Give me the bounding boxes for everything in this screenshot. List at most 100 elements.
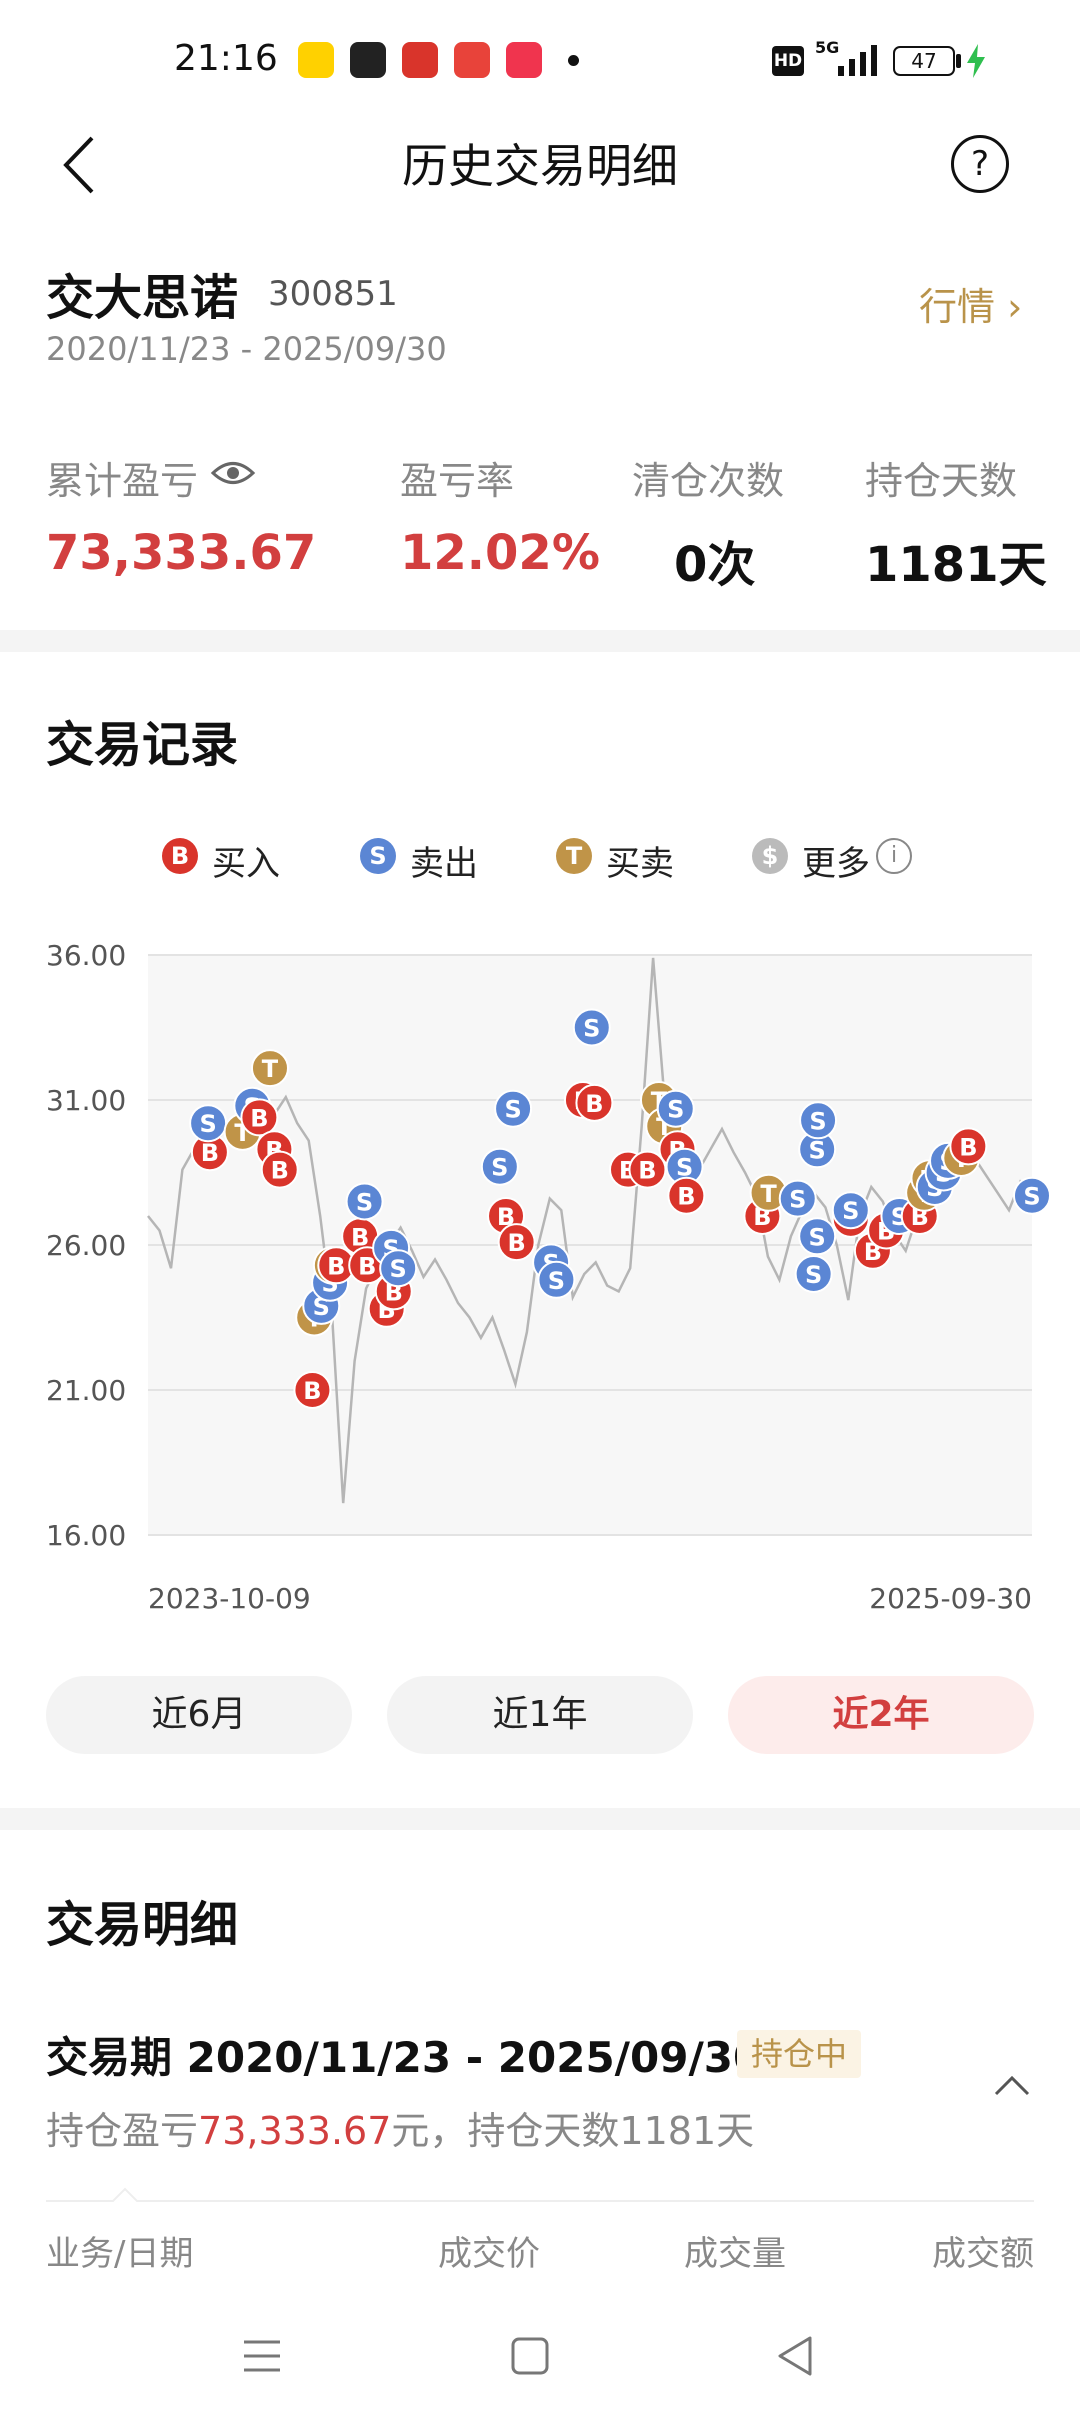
- range-6-months-button[interactable]: 近6月: [46, 1676, 352, 1754]
- trade-marker-label: S: [504, 1096, 521, 1124]
- stock-name: 交大思诺: [46, 270, 239, 326]
- holding-date-range: 2020/11/23 - 2025/09/30: [46, 330, 447, 368]
- trade-marker: [250, 1049, 289, 1088]
- help-icon[interactable]: ?: [951, 135, 1009, 193]
- trade-marker: [799, 1101, 838, 1140]
- trade-marker: [293, 1371, 332, 1409]
- sell-icon: S: [360, 838, 396, 874]
- back-icon[interactable]: [56, 130, 100, 200]
- trade-marker-label: S: [390, 1255, 407, 1283]
- section-divider: [0, 1808, 1080, 1830]
- y-tick-label: 26.00: [46, 1229, 126, 1262]
- trade-marker-label: T: [760, 1180, 777, 1208]
- pnl-rate-label: 盈亏率: [400, 459, 515, 503]
- range-1-year-button[interactable]: 近1年: [387, 1676, 693, 1754]
- cumulative-pnl-label: 累计盈亏: [46, 459, 199, 503]
- charging-icon: [967, 44, 985, 78]
- trade-marker-label: T: [262, 1055, 279, 1083]
- trade-marker-label: B: [677, 1183, 695, 1211]
- trade-marker: [667, 1176, 706, 1215]
- summary-profit: 73,333.67: [198, 2109, 392, 2153]
- trade-marker-label: B: [507, 1229, 525, 1257]
- network-type: 5G: [815, 38, 840, 57]
- stock-code: 300851: [268, 274, 398, 314]
- battery-cap: [956, 54, 961, 68]
- trade-marker-label: S: [809, 1107, 826, 1135]
- trade-marker-label: B: [201, 1139, 219, 1167]
- range-2-years-button[interactable]: 近2年: [728, 1676, 1034, 1754]
- trade-marker-label: S: [805, 1261, 822, 1289]
- trade-marker-label: S: [548, 1267, 565, 1295]
- trade-marker-label: B: [327, 1252, 345, 1280]
- trade-marker-label: B: [358, 1252, 376, 1280]
- trade-marker-label: S: [789, 1186, 806, 1214]
- trade-marker: [240, 1098, 279, 1137]
- column-header-price: 成交价: [438, 2234, 540, 2274]
- x-tick-label-end: 2025-09-30: [869, 1582, 1032, 1615]
- more-notifications-dot: [568, 55, 579, 66]
- battery-icon: 47: [893, 46, 955, 76]
- period-summary: 持仓盈亏73,333.67元，持仓天数1181天: [46, 2100, 754, 2155]
- signal-icon: [838, 45, 877, 76]
- column-header-volume: 成交量: [684, 2234, 786, 2274]
- clearance-count-value: 0次: [674, 537, 756, 593]
- trade-marker: [949, 1127, 988, 1166]
- table-notch: [112, 2187, 138, 2202]
- trade-marker: [494, 1089, 533, 1128]
- trade-marker-label: S: [199, 1110, 216, 1138]
- trade-marker: [831, 1191, 870, 1230]
- legend-buy-label: 买入: [212, 844, 280, 884]
- wechat-app-icon: [350, 42, 386, 78]
- chevron-up-icon[interactable]: [992, 2070, 1032, 2100]
- trade-marker: [798, 1217, 837, 1256]
- holding-days-value: 1181天: [865, 537, 1047, 593]
- trade-marker: [575, 1083, 614, 1122]
- trade-marker: [656, 1089, 695, 1128]
- dividend-icon: $: [752, 838, 788, 874]
- red-app-icon: [454, 42, 490, 78]
- summary-prefix: 持仓盈亏: [46, 2109, 199, 2153]
- hd-badge: HD: [772, 46, 804, 76]
- status-bar: 21:16 HD 5G 47: [0, 0, 1080, 120]
- page-title: 历史交易明细: [402, 139, 678, 193]
- y-tick-label: 31.00: [46, 1084, 126, 1117]
- status-badge: 持仓中: [737, 2030, 862, 2078]
- trade-marker-label: B: [351, 1223, 369, 1251]
- trade-marker-label: B: [497, 1203, 515, 1231]
- meituan-app-icon: [298, 42, 334, 78]
- clearance-count-label: 清仓次数: [632, 459, 785, 503]
- eye-icon[interactable]: [210, 454, 256, 492]
- trade-marker: [497, 1223, 536, 1262]
- y-tick-label: 36.00: [46, 939, 126, 972]
- trade-marker-label: S: [676, 1154, 693, 1182]
- status-time: 21:16: [174, 38, 278, 79]
- trade-marker: [379, 1249, 418, 1288]
- section-divider: [0, 630, 1080, 652]
- trade-marker-label: B: [959, 1133, 977, 1161]
- legend-sell-label: 卖出: [410, 844, 478, 884]
- trade-marker: [480, 1147, 519, 1186]
- trade-marker: [537, 1260, 576, 1299]
- trade-marker: [794, 1255, 833, 1293]
- menu-icon[interactable]: [232, 2326, 292, 2386]
- quote-link[interactable]: 行情 ›: [919, 285, 1023, 329]
- trade-marker-label: S: [356, 1189, 373, 1217]
- back-nav-icon[interactable]: [766, 2326, 826, 2386]
- info-icon[interactable]: i: [876, 838, 912, 874]
- trade-marker-label: B: [271, 1157, 289, 1185]
- trade-marker: [1013, 1176, 1051, 1215]
- trade-period-title: 交易期 2020/11/23 - 2025/09/30: [46, 2033, 763, 2082]
- y-tick-label: 21.00: [46, 1374, 126, 1407]
- trade-t-icon: T: [556, 838, 592, 874]
- trade-marker-label: B: [585, 1090, 603, 1118]
- cmb-securities-app-icon: [402, 42, 438, 78]
- home-icon[interactable]: [500, 2326, 560, 2386]
- x-tick-label-start: 2023-10-09: [148, 1582, 311, 1615]
- trade-marker: [260, 1150, 299, 1189]
- trade-marker: [572, 1008, 611, 1047]
- holding-days-label: 持仓天数: [865, 459, 1018, 503]
- trade-marker-label: S: [491, 1154, 508, 1182]
- trade-marker-label: S: [667, 1096, 684, 1124]
- column-header-type-date: 业务/日期: [46, 2234, 194, 2274]
- trade-marker-label: S: [809, 1223, 826, 1251]
